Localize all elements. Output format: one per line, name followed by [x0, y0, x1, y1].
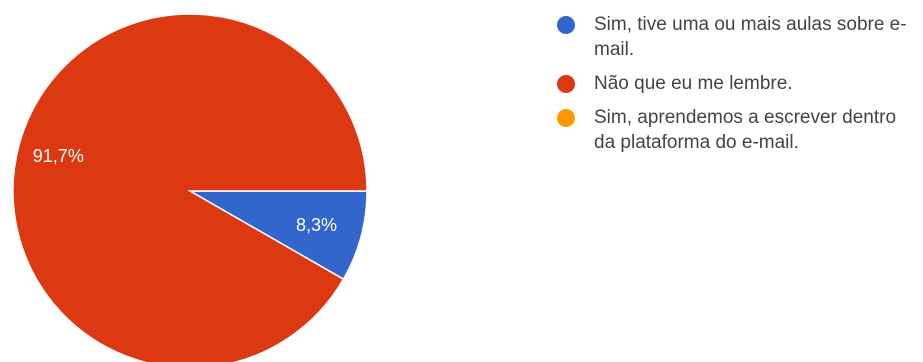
pie-slices	[12, 13, 368, 362]
legend-item-1: Não que eu me lembre.	[557, 71, 917, 96]
pie-slice-label-0: 8,3%	[296, 215, 337, 235]
pie-slice-label-1: 91,7%	[33, 146, 84, 166]
legend-label-2: Sim, aprendemos a escrever dentro da pla…	[594, 107, 897, 153]
chart-legend: Sim, tive uma ou mais aulas sobre e-mail…	[557, 12, 917, 164]
legend-swatch-2	[557, 109, 575, 127]
legend-label-0: Sim, tive uma ou mais aulas sobre e-mail…	[594, 14, 907, 60]
pie-chart: 8,3% 91,7%	[12, 13, 368, 362]
pie-slice-0	[187, 190, 368, 281]
legend-label-1: Não que eu me lembre.	[594, 73, 793, 94]
legend-item-2: Sim, aprendemos a escrever dentro da pla…	[557, 105, 917, 155]
legend-swatch-0	[557, 16, 575, 34]
legend-swatch-1	[557, 75, 575, 93]
pie-slice-1	[12, 13, 368, 362]
pie-slice-labels: 8,3% 91,7%	[33, 146, 337, 235]
legend-item-0: Sim, tive uma ou mais aulas sobre e-mail…	[557, 12, 917, 62]
